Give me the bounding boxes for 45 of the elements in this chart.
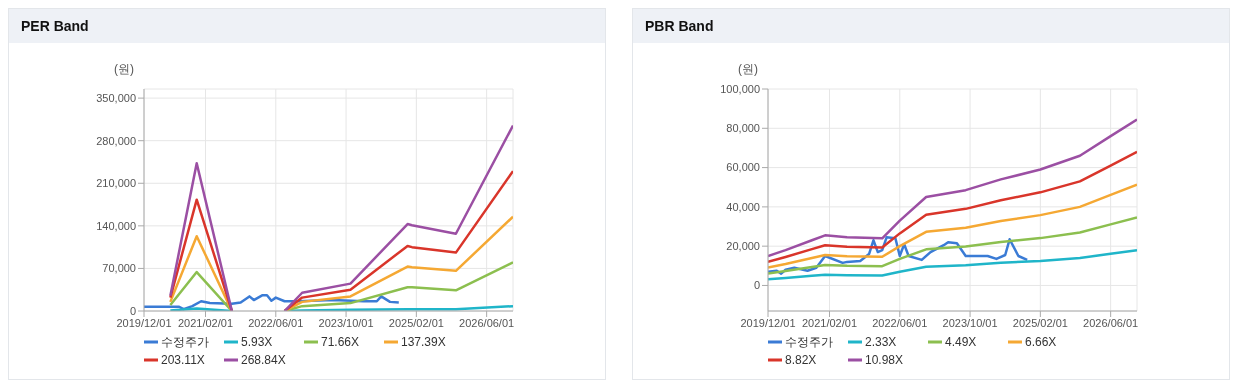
y-tick-label: 100,000 [720,82,760,95]
legend-label: 2.33X [864,334,898,351]
legend-label: 71.66X [320,334,361,351]
y-tick-label: 70,000 [102,262,136,275]
line-series [768,249,1137,281]
y-tick-label: 350,000 [96,92,136,105]
legend-label: 수정주가 [784,334,834,351]
legend-label: 4.49X [944,334,978,351]
y-tick-label: 80,000 [726,122,760,135]
x-tick-label: 2023/10/01 [318,316,374,329]
line-series [768,216,1137,275]
x-tick-label: 2023/10/01 [942,316,998,329]
legend-label: 8.82X [784,352,818,369]
x-tick-label: 2022/06/01 [248,316,304,329]
x-tick-label: 2022/06/01 [872,316,928,329]
y-axis-title: (원) [738,62,758,76]
y-axis-title: (원) [114,62,134,76]
y-tick-label: 0 [129,304,136,317]
y-tick-label: 40,000 [726,200,760,213]
x-tick-label: 2021/02/01 [801,316,858,329]
legend-label: 6.66X [1024,334,1058,351]
x-tick-label: 2026/06/01 [459,316,515,329]
x-tick-label: 2025/02/01 [1012,316,1068,329]
legend-label: 5.93X [240,334,274,351]
y-tick-label: 60,000 [726,161,760,174]
line-series [768,118,1137,258]
x-tick-label: 2019/12/01 [740,316,796,329]
legend-label: 203.11X [160,352,206,369]
line-series [768,183,1137,269]
chart-title: PBR Band [633,9,1229,43]
chart-title: PER Band [9,9,605,43]
y-tick-label: 0 [753,279,760,292]
y-tick-label: 20,000 [726,240,760,253]
y-tick-label: 280,000 [96,134,136,147]
y-tick-label: 210,000 [96,177,136,190]
x-tick-label: 2026/06/01 [1083,316,1139,329]
line-series [768,150,1137,264]
legend-label: 10.98X [864,352,905,369]
legend-label: 수정주가 [160,334,210,351]
legend-label: 268.84X [240,352,287,369]
x-tick-label: 2025/02/01 [388,316,444,329]
x-tick-label: 2021/02/01 [177,316,234,329]
x-tick-label: 2019/12/01 [116,316,172,329]
y-tick-label: 140,000 [96,219,136,232]
legend-label: 137.39X [400,334,447,351]
